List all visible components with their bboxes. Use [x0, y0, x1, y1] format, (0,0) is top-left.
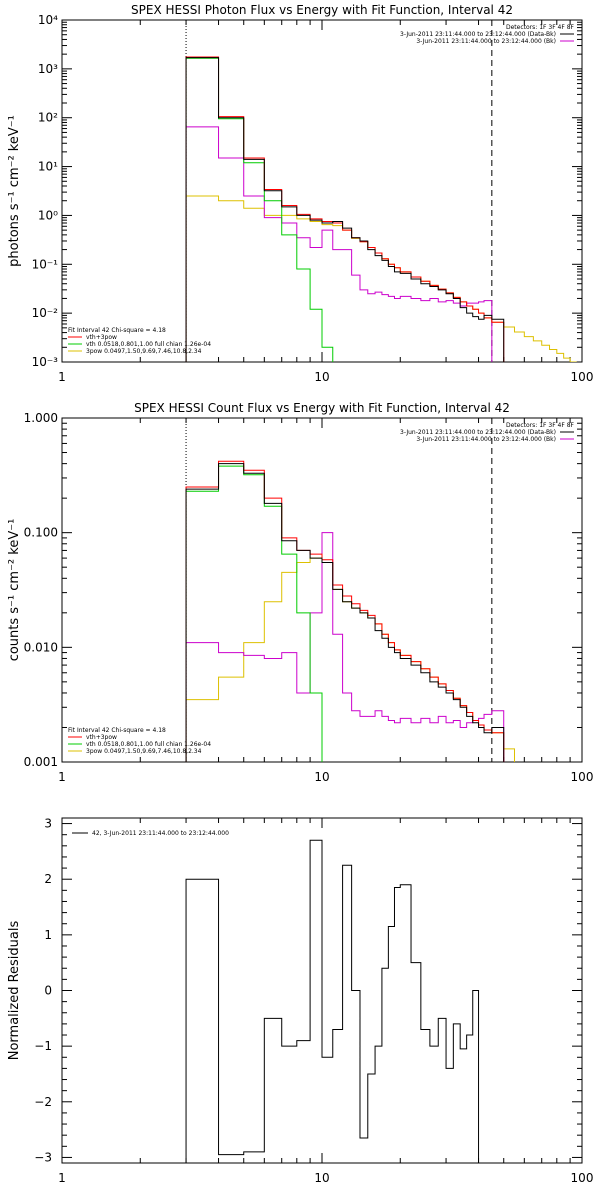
series-group — [185, 839, 480, 1163]
series-line-total — [185, 57, 505, 362]
y-tick-label: −2 — [34, 1095, 52, 1109]
series-group — [185, 56, 582, 362]
y-tick-label: 0.100 — [24, 526, 58, 540]
legend-entry: 3pow 0.0497,1.50,9.69,7.46,10.8,2.34 — [86, 748, 202, 755]
chart-title: SPEX HESSI Count Flux vs Energy with Fit… — [134, 401, 510, 415]
y-tick-label: 10⁻² — [32, 306, 59, 320]
legend-entry: 3pow 0.0497,1.50,9.69,7.46,10.8,2.34 — [86, 348, 202, 355]
x-tick-label: 100 — [571, 370, 594, 384]
panel-3: Normalized Residuals 1 10 100 −3 −2 −1 0 1 2 3 42, … — [7, 817, 593, 1185]
legend-fit-info: Fit Interval 42 Chi-square = 4.18 — [68, 727, 166, 734]
y-tick-label: 10⁻³ — [32, 355, 59, 369]
x-tick-label: 100 — [571, 1171, 594, 1185]
x-tick-label: 1 — [58, 1171, 66, 1185]
y-tick-label: 1.000 — [24, 411, 58, 425]
y-tick-label: 10⁻¹ — [32, 257, 59, 271]
legend-entry: 3-Jun-2011 23:11:44.000 to 23:12:44.000 … — [416, 38, 556, 45]
legend-entry: 3-Jun-2011 23:11:44.000 to 23:12:44.000 … — [416, 436, 556, 443]
y-axis-label: photons s⁻¹ cm⁻² keV⁻¹ — [7, 115, 22, 267]
series-line-total — [185, 463, 505, 762]
series-line-powerlaw — [185, 195, 582, 362]
legend-entry: vth+3pow — [86, 334, 117, 341]
series-line-fit_total — [185, 460, 505, 762]
y-tick-label: 10¹ — [38, 160, 58, 174]
x-tick-label: 1 — [58, 770, 66, 784]
legend-entry: 42, 3-Jun-2011 23:11:44.000 to 23:12:44.… — [92, 830, 229, 837]
legend-detectors: Detectors: 1F 3F 4F 8F — [506, 422, 575, 429]
series-line-total — [185, 839, 480, 1163]
series-line-powerlaw — [185, 557, 525, 762]
legend-entry: 3-Jun-2011 23:11:44.000 to 23:12:44.000 … — [400, 429, 556, 436]
y-tick-label: 10³ — [38, 62, 58, 76]
y-tick-label: 10⁴ — [38, 13, 58, 27]
y-axis-label: Normalized Residuals — [7, 921, 22, 1061]
y-tick-label: −1 — [34, 1039, 52, 1053]
y-tick-label: 0 — [44, 984, 52, 998]
y-tick-label: 10² — [38, 111, 58, 125]
series-group — [185, 460, 525, 762]
x-tick-label: 10 — [314, 1171, 329, 1185]
panel-2: SPEX HESSI Count Flux vs Energy with Fit… — [7, 401, 593, 784]
chart-title: SPEX HESSI Photon Flux vs Energy with Fi… — [131, 3, 513, 17]
y-tick-label: 2 — [44, 872, 52, 886]
legend-entry: vth 0.0518,0.801,1.00 full chian 1.26e-0… — [86, 741, 211, 748]
series-line-thermal — [185, 465, 334, 762]
series-line-background — [185, 126, 493, 362]
legend-detectors: Detectors: 1F 3F 4F 8F — [506, 24, 575, 31]
y-tick-label: 10⁰ — [38, 208, 58, 222]
y-tick-label: 0.010 — [24, 640, 58, 654]
x-tick-label: 10 — [314, 770, 329, 784]
panel-1: SPEX HESSI Photon Flux vs Energy with Fi… — [7, 3, 593, 384]
x-tick-label: 1 — [58, 370, 66, 384]
legend-entry: 3-Jun-2011 23:11:44.000 to 23:12:44.000 … — [400, 31, 556, 38]
series-line-fit_total — [185, 56, 505, 362]
y-tick-label: 1 — [44, 928, 52, 942]
y-tick-label: −3 — [34, 1150, 52, 1164]
series-line-background — [185, 532, 505, 762]
x-tick-label: 10 — [314, 370, 329, 384]
legend-entry: vth 0.0518,0.801,1.00 full chian 1.26e-0… — [86, 341, 211, 348]
series-line-thermal — [185, 57, 344, 362]
y-axis-label: counts s⁻¹ cm⁻² keV⁻¹ — [7, 519, 22, 662]
legend-entry: vth+3pow — [86, 734, 117, 741]
legend-fit-info: Fit Interval 42 Chi-square = 4.18 — [68, 327, 166, 334]
y-tick-label: 0.001 — [24, 755, 58, 769]
y-tick-label: 3 — [44, 817, 52, 831]
x-tick-label: 100 — [571, 770, 594, 784]
